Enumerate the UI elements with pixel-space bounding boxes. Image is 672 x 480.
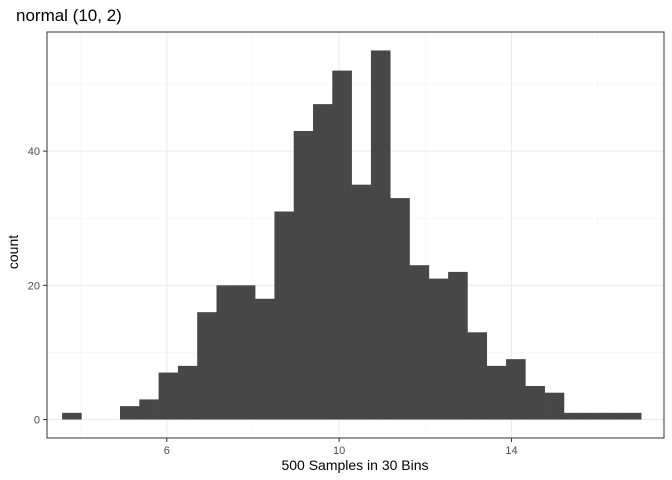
histogram-bar (506, 359, 526, 420)
histogram-bar (332, 70, 352, 420)
x-tick-label: 10 (333, 445, 345, 457)
x-axis: 6 10 14 (164, 438, 518, 457)
histogram-bar (544, 392, 565, 420)
histogram-bar (621, 412, 642, 420)
histogram-bar (255, 298, 275, 420)
histogram-bar (139, 399, 159, 420)
histogram-bar (390, 198, 410, 420)
histogram-bar (197, 312, 217, 420)
histogram-bar (583, 412, 603, 420)
y-axis: 0 20 40 (28, 146, 47, 427)
histogram-bar (467, 332, 488, 420)
histogram-bar (62, 412, 82, 420)
histogram-bar (409, 265, 430, 420)
y-tick-label: 20 (28, 280, 40, 292)
histogram-bar (274, 211, 295, 420)
histogram-bar (448, 271, 468, 420)
x-tick-label: 14 (505, 445, 517, 457)
histogram-bar (486, 365, 507, 420)
histogram-bar (119, 406, 140, 420)
histogram-bar (293, 130, 314, 420)
histogram-bar (428, 278, 449, 420)
panel-border (46, 31, 665, 439)
histogram-bar (525, 385, 545, 420)
histogram-bar (177, 365, 198, 420)
histogram-bars (62, 50, 642, 420)
histogram-bar (313, 104, 333, 420)
histogram-bar (351, 184, 372, 420)
x-axis-title: 500 Samples in 30 Bins (281, 457, 428, 473)
x-tick-label: 6 (164, 445, 170, 457)
histogram-bar (370, 50, 391, 420)
y-axis-title: count (5, 235, 21, 269)
histogram-bar (602, 412, 623, 420)
chart-title: normal (10, 2) (16, 6, 122, 25)
plot-area (46, 31, 665, 439)
y-tick-label: 0 (34, 415, 40, 427)
y-tick-label: 40 (28, 146, 40, 158)
histogram-bar (158, 372, 179, 420)
histogram-bar (235, 285, 256, 420)
histogram-bar (563, 412, 584, 420)
histogram-bar (216, 285, 237, 420)
